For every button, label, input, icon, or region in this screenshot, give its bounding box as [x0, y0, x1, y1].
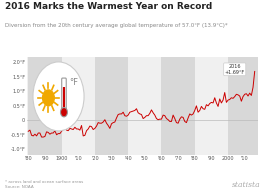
Bar — [28, 57, 61, 155]
Text: 2016
+1.69°F: 2016 +1.69°F — [225, 64, 245, 75]
Circle shape — [43, 90, 54, 106]
Bar — [161, 57, 195, 155]
Bar — [228, 57, 261, 155]
Bar — [95, 57, 128, 155]
Text: statista: statista — [232, 181, 261, 189]
Text: 2016 Marks the Warmest Year on Record: 2016 Marks the Warmest Year on Record — [5, 2, 213, 11]
Circle shape — [60, 108, 68, 117]
FancyBboxPatch shape — [63, 87, 65, 113]
Text: Diversion from the 20th century average global temperature of 57.0°F (13.9°C)*: Diversion from the 20th century average … — [5, 23, 228, 28]
Text: * across land and ocean surface areas
Source: NOAA: * across land and ocean surface areas So… — [5, 180, 84, 189]
Text: °F: °F — [69, 77, 78, 87]
Circle shape — [33, 62, 84, 131]
FancyBboxPatch shape — [62, 78, 66, 115]
